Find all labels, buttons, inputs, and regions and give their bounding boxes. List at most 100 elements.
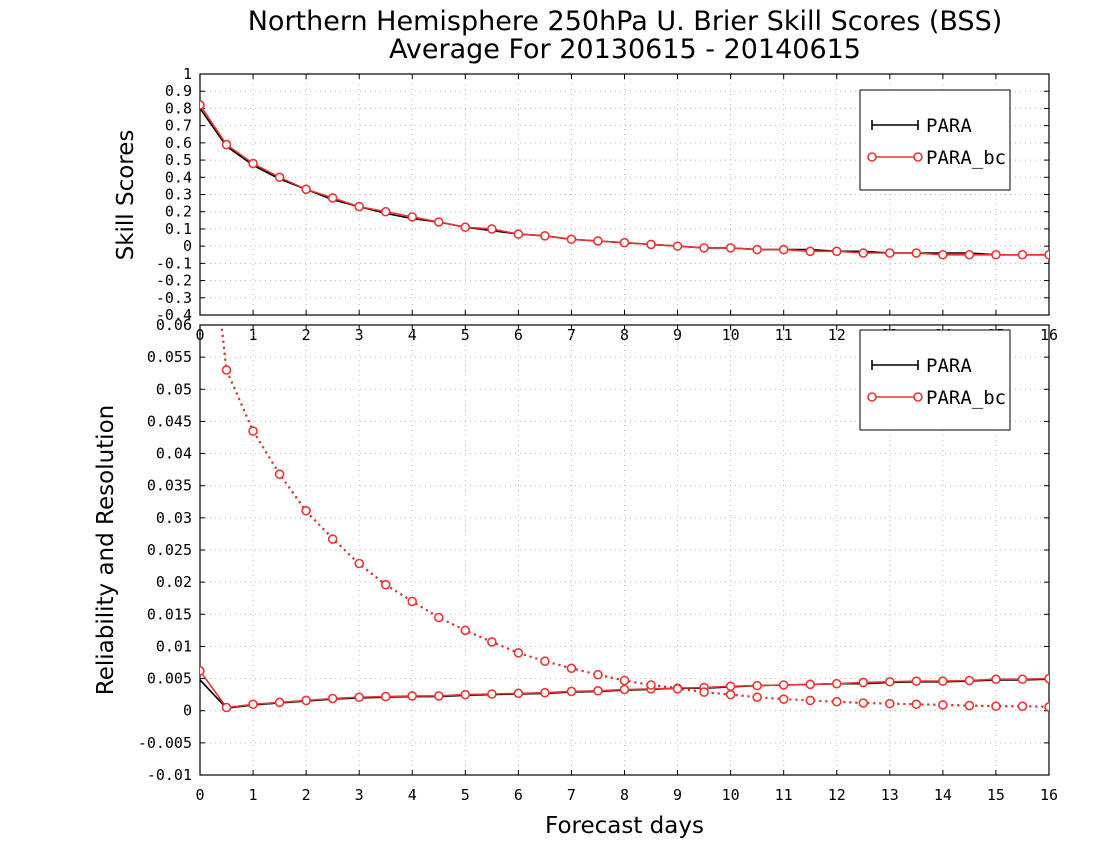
data-point-para-bc (274, 172, 285, 183)
data-point-para-bc (725, 243, 736, 253)
data-point-para-bc (1044, 673, 1049, 684)
legend-marker-para-bc (867, 392, 877, 402)
data-point-para-bc-dotted (646, 680, 656, 690)
data-point-para-bc (752, 244, 762, 255)
y-tick-label: -0.2 (156, 272, 192, 290)
chart-subtitle: Average For 20130615 - 20140615 (389, 34, 861, 65)
y-tick-label: 1 (183, 65, 192, 83)
data-point-para-bc (831, 246, 842, 257)
data-point-para-bc-dotted (725, 689, 736, 700)
data-point-para-bc-dotted (885, 698, 895, 709)
y-tick-label: 0.02 (156, 573, 192, 591)
data-point-para-bc (1017, 249, 1028, 260)
y-tick-label: 0.045 (147, 412, 192, 430)
data-point-para-bc (619, 237, 630, 248)
data-point-para-bc (301, 184, 311, 195)
data-point-para-bc (805, 246, 816, 257)
x-tick-label: 15 (987, 786, 1005, 804)
data-point-para-bc (460, 222, 471, 233)
data-point-para-bc (752, 680, 762, 691)
chart-title: Northern Hemisphere 250hPa U. Brier Skil… (248, 6, 1003, 37)
y-tick-label: 0.05 (156, 380, 192, 398)
data-point-para-bc (964, 249, 975, 260)
data-point-para-bc (1044, 249, 1049, 260)
x-tick-label: 16 (1040, 786, 1058, 804)
data-point-para-bc (301, 695, 311, 706)
data-point-para-bc (433, 691, 444, 701)
y-tick-label: 0 (183, 702, 192, 720)
data-point-para-bc-dotted (327, 534, 338, 544)
x-tick-label: 6 (514, 786, 523, 804)
x-tick-label: 7 (567, 786, 576, 804)
data-point-para-bc-dotted (407, 596, 418, 607)
data-point-para-bc (646, 239, 656, 250)
x-tick-label: 9 (673, 786, 682, 804)
data-point-para-bc-dotted (778, 694, 789, 704)
x-tick-label: 2 (302, 786, 311, 804)
x-tick-label: 5 (461, 786, 470, 804)
legend-marker-para-bc (913, 392, 923, 402)
plot-area (200, 325, 1049, 713)
skill-scores-panel: -0.4-0.3-0.2-0.100.10.20.30.40.50.60.70.… (113, 65, 1058, 344)
y-tick-label: -0.005 (138, 734, 192, 752)
reliability-resolution-panel: -0.01 -0.005 0 0.005 0.01 0.015 0.02 0.025 0.03 0… (93, 316, 1058, 839)
data-point-para-bc (858, 677, 869, 688)
legend-box (859, 89, 1011, 191)
data-point-para-bc (513, 688, 524, 699)
legend-marker-para-bc (913, 152, 923, 162)
data-point-para-bc (911, 248, 922, 258)
x-tick-label: 0 (195, 786, 204, 804)
data-point-para-bc (354, 692, 364, 703)
data-point-para-bc (248, 158, 258, 169)
data-point-para-bc (200, 666, 205, 676)
data-point-para-bc (1017, 674, 1028, 685)
data-point-para-bc-dotted (301, 505, 311, 516)
data-point-para-bc (513, 229, 524, 239)
data-point-para-bc-dotted (487, 637, 497, 647)
data-point-para-bc (805, 679, 816, 690)
data-point-para-bc (407, 691, 418, 701)
x-tick-label: 13 (881, 786, 899, 804)
data-point-para-bc-dotted (540, 656, 550, 667)
y-tick-label: 0.2 (165, 203, 192, 221)
plot-area (200, 100, 1049, 260)
data-point-para-bc (831, 678, 842, 689)
y-tick-label: 0.06 (156, 316, 192, 334)
data-point-para-bc (885, 676, 895, 687)
data-point-para-bc (327, 693, 338, 704)
data-point-para-bc-dotted (911, 699, 922, 710)
y-tick-label: 0.015 (147, 605, 192, 623)
x-tick-label: 10 (722, 786, 740, 804)
y-tick-label: 0.3 (165, 186, 192, 204)
y-tick-label: 0.1 (165, 220, 192, 238)
y-tick-label: 0.8 (165, 99, 192, 117)
data-point-para-bc (221, 139, 232, 150)
data-point-para-bc (407, 212, 418, 222)
data-point-para-bc-dotted (380, 579, 391, 590)
legend-box (859, 329, 1011, 431)
data-point-para-bc (221, 702, 232, 713)
x-tick-label: 12 (828, 786, 846, 804)
data-point-para-bc (672, 241, 683, 251)
data-point-para-bc (778, 244, 789, 255)
data-point-para-bc-dotted (248, 426, 258, 436)
data-point-para-bc (619, 684, 630, 695)
legend-label-para: PARA (926, 355, 972, 377)
data-point-para-bc-dotted (1017, 701, 1028, 712)
legend: PARA PARA_bc (859, 329, 1011, 431)
data-point-para-bc-dotted (991, 701, 1001, 712)
data-point-para-bc-dotted (460, 625, 471, 636)
data-point-para-bc (433, 217, 444, 227)
data-point-para-bc (487, 224, 497, 234)
data-point-para-bc-dotted (593, 669, 603, 680)
data-point-para-bc (380, 691, 391, 702)
data-point-para-bc-dotted (619, 675, 630, 686)
y-tick-label: 0.005 (147, 670, 192, 688)
data-point-para-bc (200, 100, 205, 110)
data-point-para-bc (911, 676, 922, 686)
y-tick-label: 0.9 (165, 82, 192, 100)
data-point-para-bc-dotted (805, 695, 816, 706)
data-point-para-bc (487, 689, 497, 699)
data-point-para-bc (964, 675, 975, 686)
